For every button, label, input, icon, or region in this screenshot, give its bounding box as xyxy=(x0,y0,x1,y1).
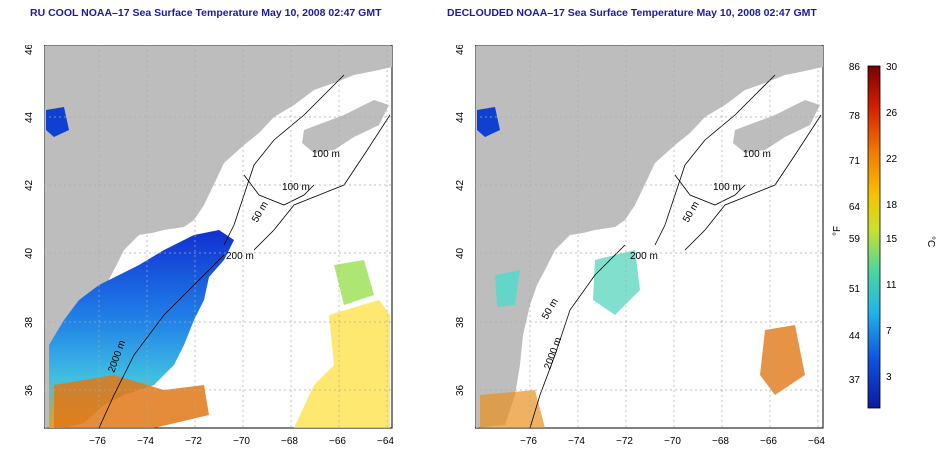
graticule xyxy=(475,45,823,428)
svg-text:36: 36 xyxy=(24,384,35,396)
svg-text:−74: −74 xyxy=(137,436,154,447)
svg-text:40: 40 xyxy=(24,247,35,259)
isobath-200m xyxy=(253,114,391,251)
x-axis-ticks: −76 −74 −72 −70 −68 −66 −64 xyxy=(520,436,825,447)
svg-text:18: 18 xyxy=(886,200,898,211)
colorbar-unit-celsius: °C xyxy=(925,236,936,247)
graticule xyxy=(44,45,392,428)
isobath-50m xyxy=(674,174,746,206)
sst-data-offshore-warm xyxy=(760,325,805,395)
isobath-2000m xyxy=(98,254,225,429)
svg-text:40: 40 xyxy=(455,247,466,259)
contour-label: 100 m xyxy=(713,182,741,193)
svg-text:42: 42 xyxy=(24,179,35,191)
sst-data-slope xyxy=(593,250,640,315)
svg-text:7: 7 xyxy=(886,326,892,337)
sst-data-lake xyxy=(46,107,69,137)
svg-text:3: 3 xyxy=(886,372,892,383)
svg-text:−76: −76 xyxy=(89,436,106,447)
svg-text:−76: −76 xyxy=(520,436,537,447)
svg-text:15: 15 xyxy=(886,234,898,245)
sst-data-south-warm xyxy=(54,375,209,428)
svg-text:78: 78 xyxy=(849,111,861,122)
svg-text:−70: −70 xyxy=(664,436,681,447)
y-axis-right: 46 44 42 40 38 36 xyxy=(455,45,466,396)
sst-map-left: 100 m 100 m 50 m 200 m 2000 m 46 −76 −74… xyxy=(44,45,394,447)
svg-text:44: 44 xyxy=(24,111,35,123)
svg-text:−70: −70 xyxy=(233,436,250,447)
colorbar-fahrenheit-ticks: 86 78 71 64 59 51 44 37 xyxy=(849,62,861,386)
temperature-colorbar: 86 78 71 64 59 51 44 37 30 26 22 18 15 1… xyxy=(832,62,936,409)
sst-data-coastal xyxy=(495,270,520,307)
svg-text:38: 38 xyxy=(455,316,466,328)
contour-label: 100 m xyxy=(312,149,340,160)
isobath-100m xyxy=(223,74,345,246)
svg-text:11: 11 xyxy=(886,280,897,291)
colorbar-gradient xyxy=(867,65,881,409)
svg-text:30: 30 xyxy=(886,62,898,73)
y-axis-left: 46 44 42 40 38 36 xyxy=(24,45,35,396)
colorbar-unit-fahrenheit: °F xyxy=(832,226,843,236)
colorbar-celsius-ticks: 30 26 22 18 15 11 7 3 xyxy=(886,62,898,383)
sst-data-offshore-warm xyxy=(294,300,390,428)
svg-text:−72: −72 xyxy=(185,436,202,447)
svg-text:−66: −66 xyxy=(760,436,777,447)
land-mass xyxy=(476,46,823,428)
svg-text:86: 86 xyxy=(849,62,861,73)
svg-text:46: 46 xyxy=(455,45,466,55)
isobath-50m xyxy=(243,174,315,206)
svg-text:64: 64 xyxy=(849,202,861,213)
contour-label: 200 m xyxy=(630,251,658,262)
svg-text:59: 59 xyxy=(849,234,861,245)
contour-label: 100 m xyxy=(743,149,771,160)
svg-text:37: 37 xyxy=(849,375,861,386)
sst-map-right: 100 m 100 m 50 m 200 m 50 m 2000 m −76 −… xyxy=(475,45,825,447)
svg-text:−64: −64 xyxy=(377,436,394,447)
svg-text:−68: −68 xyxy=(712,436,729,447)
svg-text:71: 71 xyxy=(849,156,861,167)
nova-scotia-land xyxy=(733,100,820,153)
svg-text:42: 42 xyxy=(455,179,466,191)
contour-label: 200 m xyxy=(226,251,254,262)
svg-text:44: 44 xyxy=(455,111,466,123)
svg-text:36: 36 xyxy=(455,384,466,396)
svg-text:−66: −66 xyxy=(329,436,346,447)
svg-text:26: 26 xyxy=(886,108,898,119)
svg-text:22: 22 xyxy=(886,154,898,165)
isobath-200m xyxy=(684,114,822,251)
isobath-2000m xyxy=(529,244,626,429)
svg-text:−74: −74 xyxy=(568,436,585,447)
isobath-100m xyxy=(654,74,776,246)
map-title-right: DECLOUDED NOAA–17 Sea Surface Temperatur… xyxy=(447,7,817,19)
sst-data-offshore-green xyxy=(334,260,374,305)
nova-scotia-land xyxy=(302,100,389,153)
svg-text:51: 51 xyxy=(849,284,861,295)
svg-text:−68: −68 xyxy=(281,436,298,447)
svg-text:38: 38 xyxy=(24,316,35,328)
x-axis-ticks: −76 −74 −72 −70 −68 −66 −64 xyxy=(89,436,394,447)
svg-text:46: 46 xyxy=(24,45,35,55)
map-title-left: RU COOL NOAA–17 Sea Surface Temperature … xyxy=(30,7,382,19)
sst-data-lake xyxy=(477,107,500,137)
contour-label: 100 m xyxy=(282,182,310,193)
svg-text:−72: −72 xyxy=(616,436,633,447)
sst-data-south-warm xyxy=(480,390,545,428)
svg-text:44: 44 xyxy=(849,331,861,342)
land-mass xyxy=(45,46,392,428)
svg-text:−64: −64 xyxy=(808,436,825,447)
